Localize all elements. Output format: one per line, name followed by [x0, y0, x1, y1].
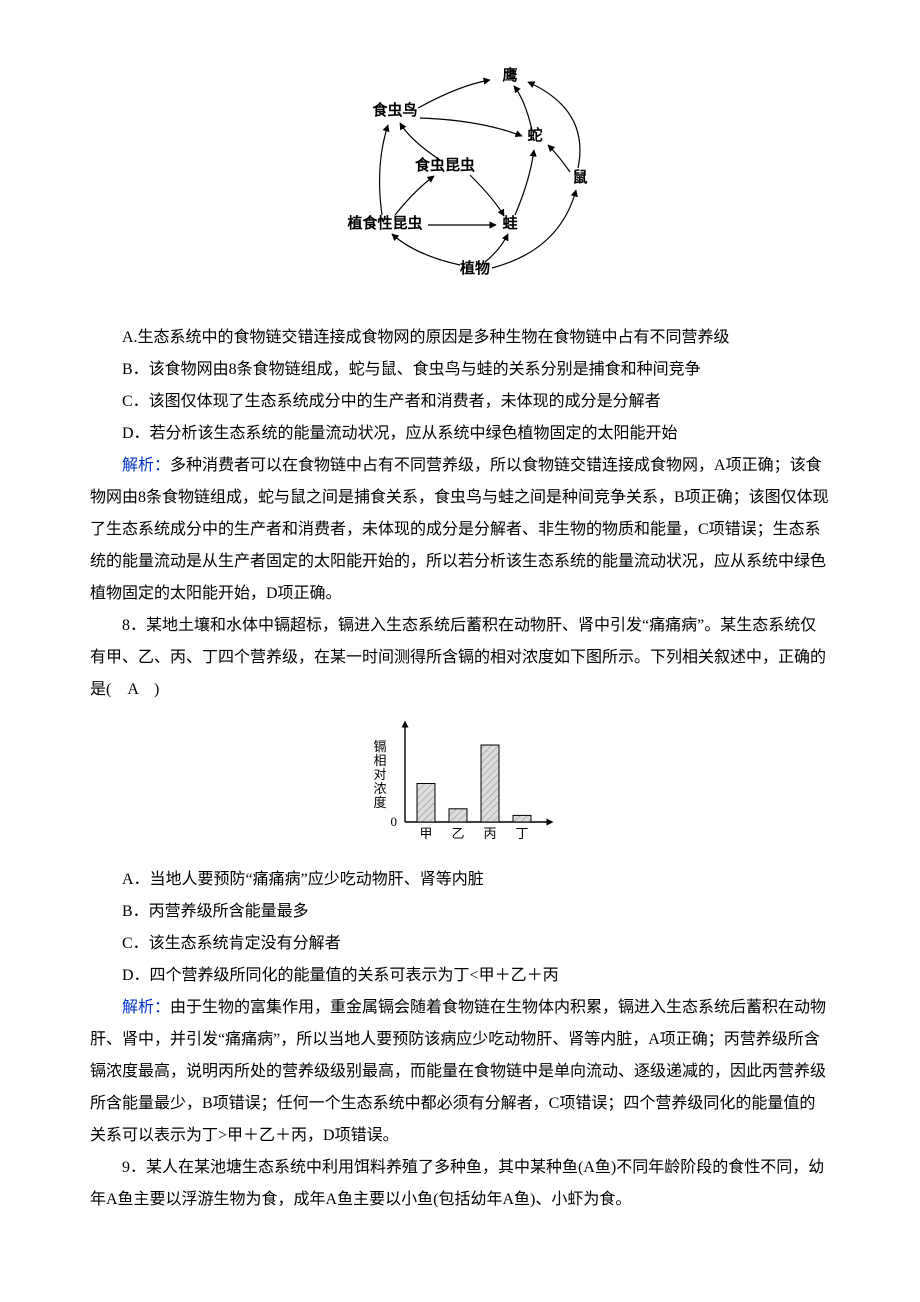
cadmium-bar-chart: 镉相对浓度 0 甲 乙 丙 丁	[90, 714, 830, 856]
svg-text:丙: 丙	[483, 826, 496, 841]
food-web-svg: 鹰 食虫鸟 蛇 食虫昆虫 鼠 植食性昆虫 蛙 植物	[300, 60, 620, 290]
food-web-diagram: 鹰 食虫鸟 蛇 食虫昆虫 鼠 植食性昆虫 蛙 植物	[90, 60, 830, 302]
svg-text:0: 0	[391, 814, 398, 829]
q8-option-c: C．该生态系统肯定没有分解者	[90, 928, 830, 960]
svg-text:乙: 乙	[451, 826, 464, 841]
node-insect-bird: 食虫鸟	[372, 101, 417, 119]
node-frog: 蛙	[502, 214, 517, 232]
bar-chart-svg: 镉相对浓度 0 甲 乙 丙 丁	[360, 714, 560, 844]
q8-option-a: A．当地人要预防“痛痛病”应少吃动物肝、肾等内脏	[90, 864, 830, 896]
q7-analysis: 解析：多种消费者可以在食物链中占有不同营养级，所以食物链交错连接成食物网，A项正…	[90, 450, 830, 610]
analysis-label: 解析：	[122, 457, 170, 474]
node-hawk: 鹰	[502, 66, 517, 84]
q7-option-d: D．若分析该生态系统的能量流动状况，应从系统中绿色植物固定的太阳能开始	[90, 418, 830, 450]
analysis-label-2: 解析：	[122, 999, 170, 1016]
node-mouse: 鼠	[572, 168, 587, 186]
svg-text:甲: 甲	[419, 826, 432, 841]
q7-option-b: B．该食物网由8条食物链组成，蛇与鼠、食虫鸟与蛙的关系分别是捕食和种间竞争	[90, 354, 830, 386]
svg-text:丁: 丁	[515, 826, 528, 841]
q7-analysis-text: 多种消费者可以在食物链中占有不同营养级，所以食物链交错连接成食物网，A项正确；该…	[90, 457, 829, 602]
q9-stem: 9．某人在某池塘生态系统中利用饵料养殖了多种鱼，其中某种鱼(A鱼)不同年龄阶段的…	[90, 1152, 830, 1216]
svg-text:镉相对浓度: 镉相对浓度	[373, 739, 386, 810]
q7-option-a: A.生态系统中的食物链交错连接成食物网的原因是多种生物在食物链中占有不同营养级	[90, 322, 830, 354]
node-snake: 蛇	[527, 126, 542, 144]
node-herb-bug: 植食性昆虫	[347, 214, 422, 232]
q8-analysis: 解析：由于生物的富集作用，重金属镉会随着食物链在生物体内积累，镉进入生态系统后蓄…	[90, 992, 830, 1152]
q8-stem: 8．某地土壤和水体中镉超标，镉进入生态系统后蓄积在动物肝、肾中引发“痛痛病”。某…	[90, 610, 830, 706]
q8-option-d: D．四个营养级所同化的能量值的关系可表示为丁<甲＋乙＋丙	[90, 960, 830, 992]
q8-option-b: B．丙营养级所含能量最多	[90, 896, 830, 928]
node-insect-bug: 食虫昆虫	[415, 156, 475, 174]
node-plant: 植物	[460, 259, 490, 277]
q7-option-c: C．该图仅体现了生态系统成分中的生产者和消费者，未体现的成分是分解者	[90, 386, 830, 418]
q8-analysis-text: 由于生物的富集作用，重金属镉会随着食物链在生物体内积累，镉进入生态系统后蓄积在动…	[90, 999, 826, 1144]
